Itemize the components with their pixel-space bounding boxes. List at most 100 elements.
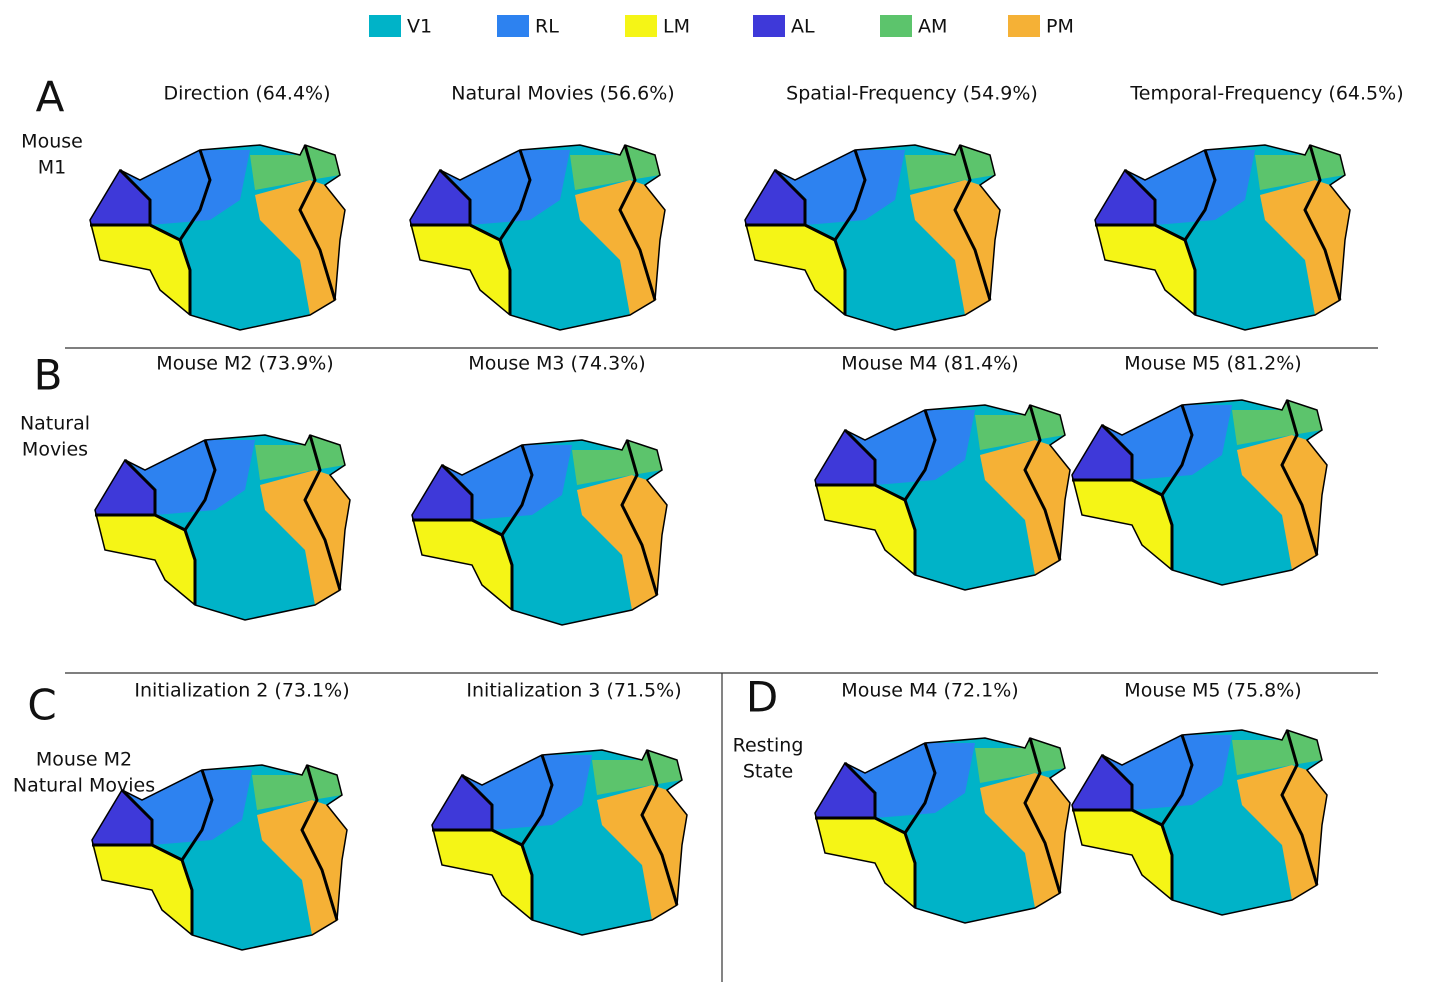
- area-pm: [910, 180, 1000, 315]
- area-border: [298, 144, 337, 301]
- area-border: [90, 168, 152, 227]
- cortex-map: [409, 144, 666, 331]
- map-outline: [1071, 729, 1328, 916]
- area-rl: [845, 410, 975, 485]
- panel-label: Natural Movies: [13, 775, 155, 797]
- legend-swatch: [625, 15, 657, 37]
- area-border: [833, 149, 867, 241]
- panel-letter: C: [27, 681, 56, 730]
- area-border: [95, 458, 157, 517]
- area-border: [1095, 168, 1157, 227]
- area-pm: [257, 800, 347, 935]
- map-title: Initialization 2 (73.1%): [134, 680, 349, 702]
- area-am: [570, 145, 660, 190]
- area-border: [303, 434, 342, 591]
- area-rl: [125, 440, 255, 515]
- map-title: Spatial-Frequency (54.9%): [786, 83, 1038, 105]
- area-al: [95, 460, 155, 515]
- area-rl: [462, 755, 592, 830]
- map-outline: [431, 749, 688, 936]
- area-border: [1023, 737, 1062, 894]
- area-lm: [410, 225, 510, 315]
- cortex-map: [814, 404, 1071, 591]
- legend-swatch: [1008, 15, 1040, 37]
- area-border: [874, 816, 917, 908]
- area-border: [469, 223, 512, 315]
- map-outline: [814, 737, 1071, 924]
- area-pm: [575, 180, 665, 315]
- map-outline: [814, 404, 1071, 591]
- area-border: [1160, 404, 1194, 496]
- area-rl: [845, 743, 975, 818]
- area-pm: [980, 440, 1070, 575]
- map-outline: [1071, 399, 1328, 586]
- area-border: [640, 749, 679, 906]
- map-outline: [91, 764, 348, 951]
- cortex-map: [1071, 399, 1328, 586]
- map-title: Mouse M3 (74.3%): [468, 353, 645, 375]
- area-border: [1154, 223, 1197, 315]
- area-pm: [1260, 180, 1350, 315]
- area-pm: [255, 180, 345, 315]
- area-al: [815, 763, 875, 818]
- legend-swatch: [880, 15, 912, 37]
- panel-label: Mouse: [21, 131, 83, 153]
- panel-label: Mouse M2: [36, 749, 132, 771]
- map-title: Mouse M5 (75.8%): [1124, 680, 1301, 702]
- area-border: [1072, 423, 1134, 482]
- cortex-map: [1094, 144, 1351, 331]
- area-border: [1160, 734, 1194, 826]
- cortex-map: [89, 144, 346, 331]
- area-lm: [815, 485, 915, 575]
- cortex-map: [1071, 729, 1328, 916]
- area-rl: [440, 150, 570, 225]
- area-border: [903, 742, 937, 834]
- area-lm: [432, 830, 532, 920]
- area-border: [1280, 729, 1319, 886]
- area-border: [498, 149, 532, 241]
- area-lm: [412, 520, 512, 610]
- area-al: [410, 170, 470, 225]
- area-am: [252, 765, 342, 810]
- area-border: [1131, 478, 1174, 570]
- legend-swatch: [753, 15, 785, 37]
- area-border: [149, 223, 192, 315]
- cortex-map: [94, 434, 351, 621]
- area-border: [183, 439, 217, 531]
- area-border: [618, 144, 657, 301]
- area-border: [815, 761, 877, 820]
- panel-letter: D: [746, 673, 778, 722]
- area-am: [905, 145, 995, 190]
- area-border: [1023, 404, 1062, 561]
- area-border: [620, 439, 659, 596]
- map-outline: [89, 144, 346, 331]
- area-rl: [1102, 405, 1232, 480]
- panel-label: Resting: [733, 735, 804, 757]
- area-al: [1072, 755, 1132, 810]
- cortex-map: [91, 764, 348, 951]
- area-border: [178, 149, 212, 241]
- area-lm: [1095, 225, 1195, 315]
- area-lm: [745, 225, 845, 315]
- legend-swatch: [497, 15, 529, 37]
- area-border: [1183, 149, 1217, 241]
- legend-label: PM: [1046, 16, 1074, 38]
- map-outline: [1094, 144, 1351, 331]
- area-al: [1072, 425, 1132, 480]
- area-am: [1255, 145, 1345, 190]
- area-al: [432, 775, 492, 830]
- area-border: [815, 428, 877, 487]
- map-outline: [409, 144, 666, 331]
- area-border: [953, 144, 992, 301]
- area-border: [432, 773, 494, 832]
- area-lm: [815, 818, 915, 908]
- map-outline: [411, 439, 668, 626]
- area-am: [1232, 400, 1322, 445]
- area-am: [572, 440, 662, 485]
- area-pm: [1237, 435, 1327, 570]
- panel-label: State: [743, 761, 793, 783]
- area-lm: [95, 515, 195, 605]
- area-border: [412, 463, 474, 522]
- area-am: [255, 435, 345, 480]
- area-am: [250, 145, 340, 190]
